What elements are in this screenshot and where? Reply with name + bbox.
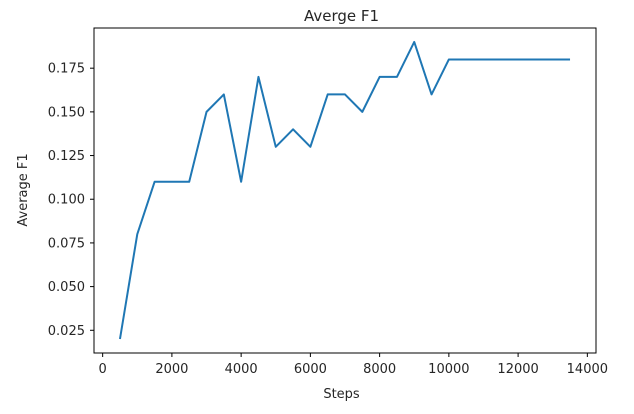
x-tick-label: 8000	[363, 362, 396, 377]
x-tick-label: 10000	[428, 362, 469, 377]
plot-frame	[93, 27, 597, 354]
y-tick-label: 0.025	[48, 324, 85, 339]
series-line	[118, 40, 571, 340]
x-axis-title: Steps	[323, 387, 360, 402]
x-tick-label: 0	[99, 362, 107, 377]
x-tick-label: 6000	[294, 362, 327, 377]
plot-area	[93, 27, 597, 354]
series-layer	[118, 40, 571, 340]
x-axis: 0 2000 4000 6000 8000 10000 12000 14000	[99, 353, 608, 377]
x-tick-label: 12000	[497, 362, 538, 377]
y-axis: 0.025 0.050 0.075 0.100 0.125 0.150 0.175	[48, 62, 94, 339]
y-tick-label: 0.125	[48, 149, 85, 164]
y-tick-label: 0.050	[48, 280, 85, 295]
chart-title: Averge F1	[304, 7, 379, 25]
y-axis-title: Average F1	[16, 153, 31, 226]
y-tick-label: 0.075	[48, 236, 85, 251]
x-tick-label: 14000	[567, 362, 608, 377]
x-tick-label: 4000	[225, 362, 258, 377]
y-tick-label: 0.150	[48, 105, 85, 120]
y-tick-label: 0.175	[48, 62, 85, 77]
y-tick-label: 0.100	[48, 193, 85, 208]
x-tick-label: 2000	[155, 362, 188, 377]
